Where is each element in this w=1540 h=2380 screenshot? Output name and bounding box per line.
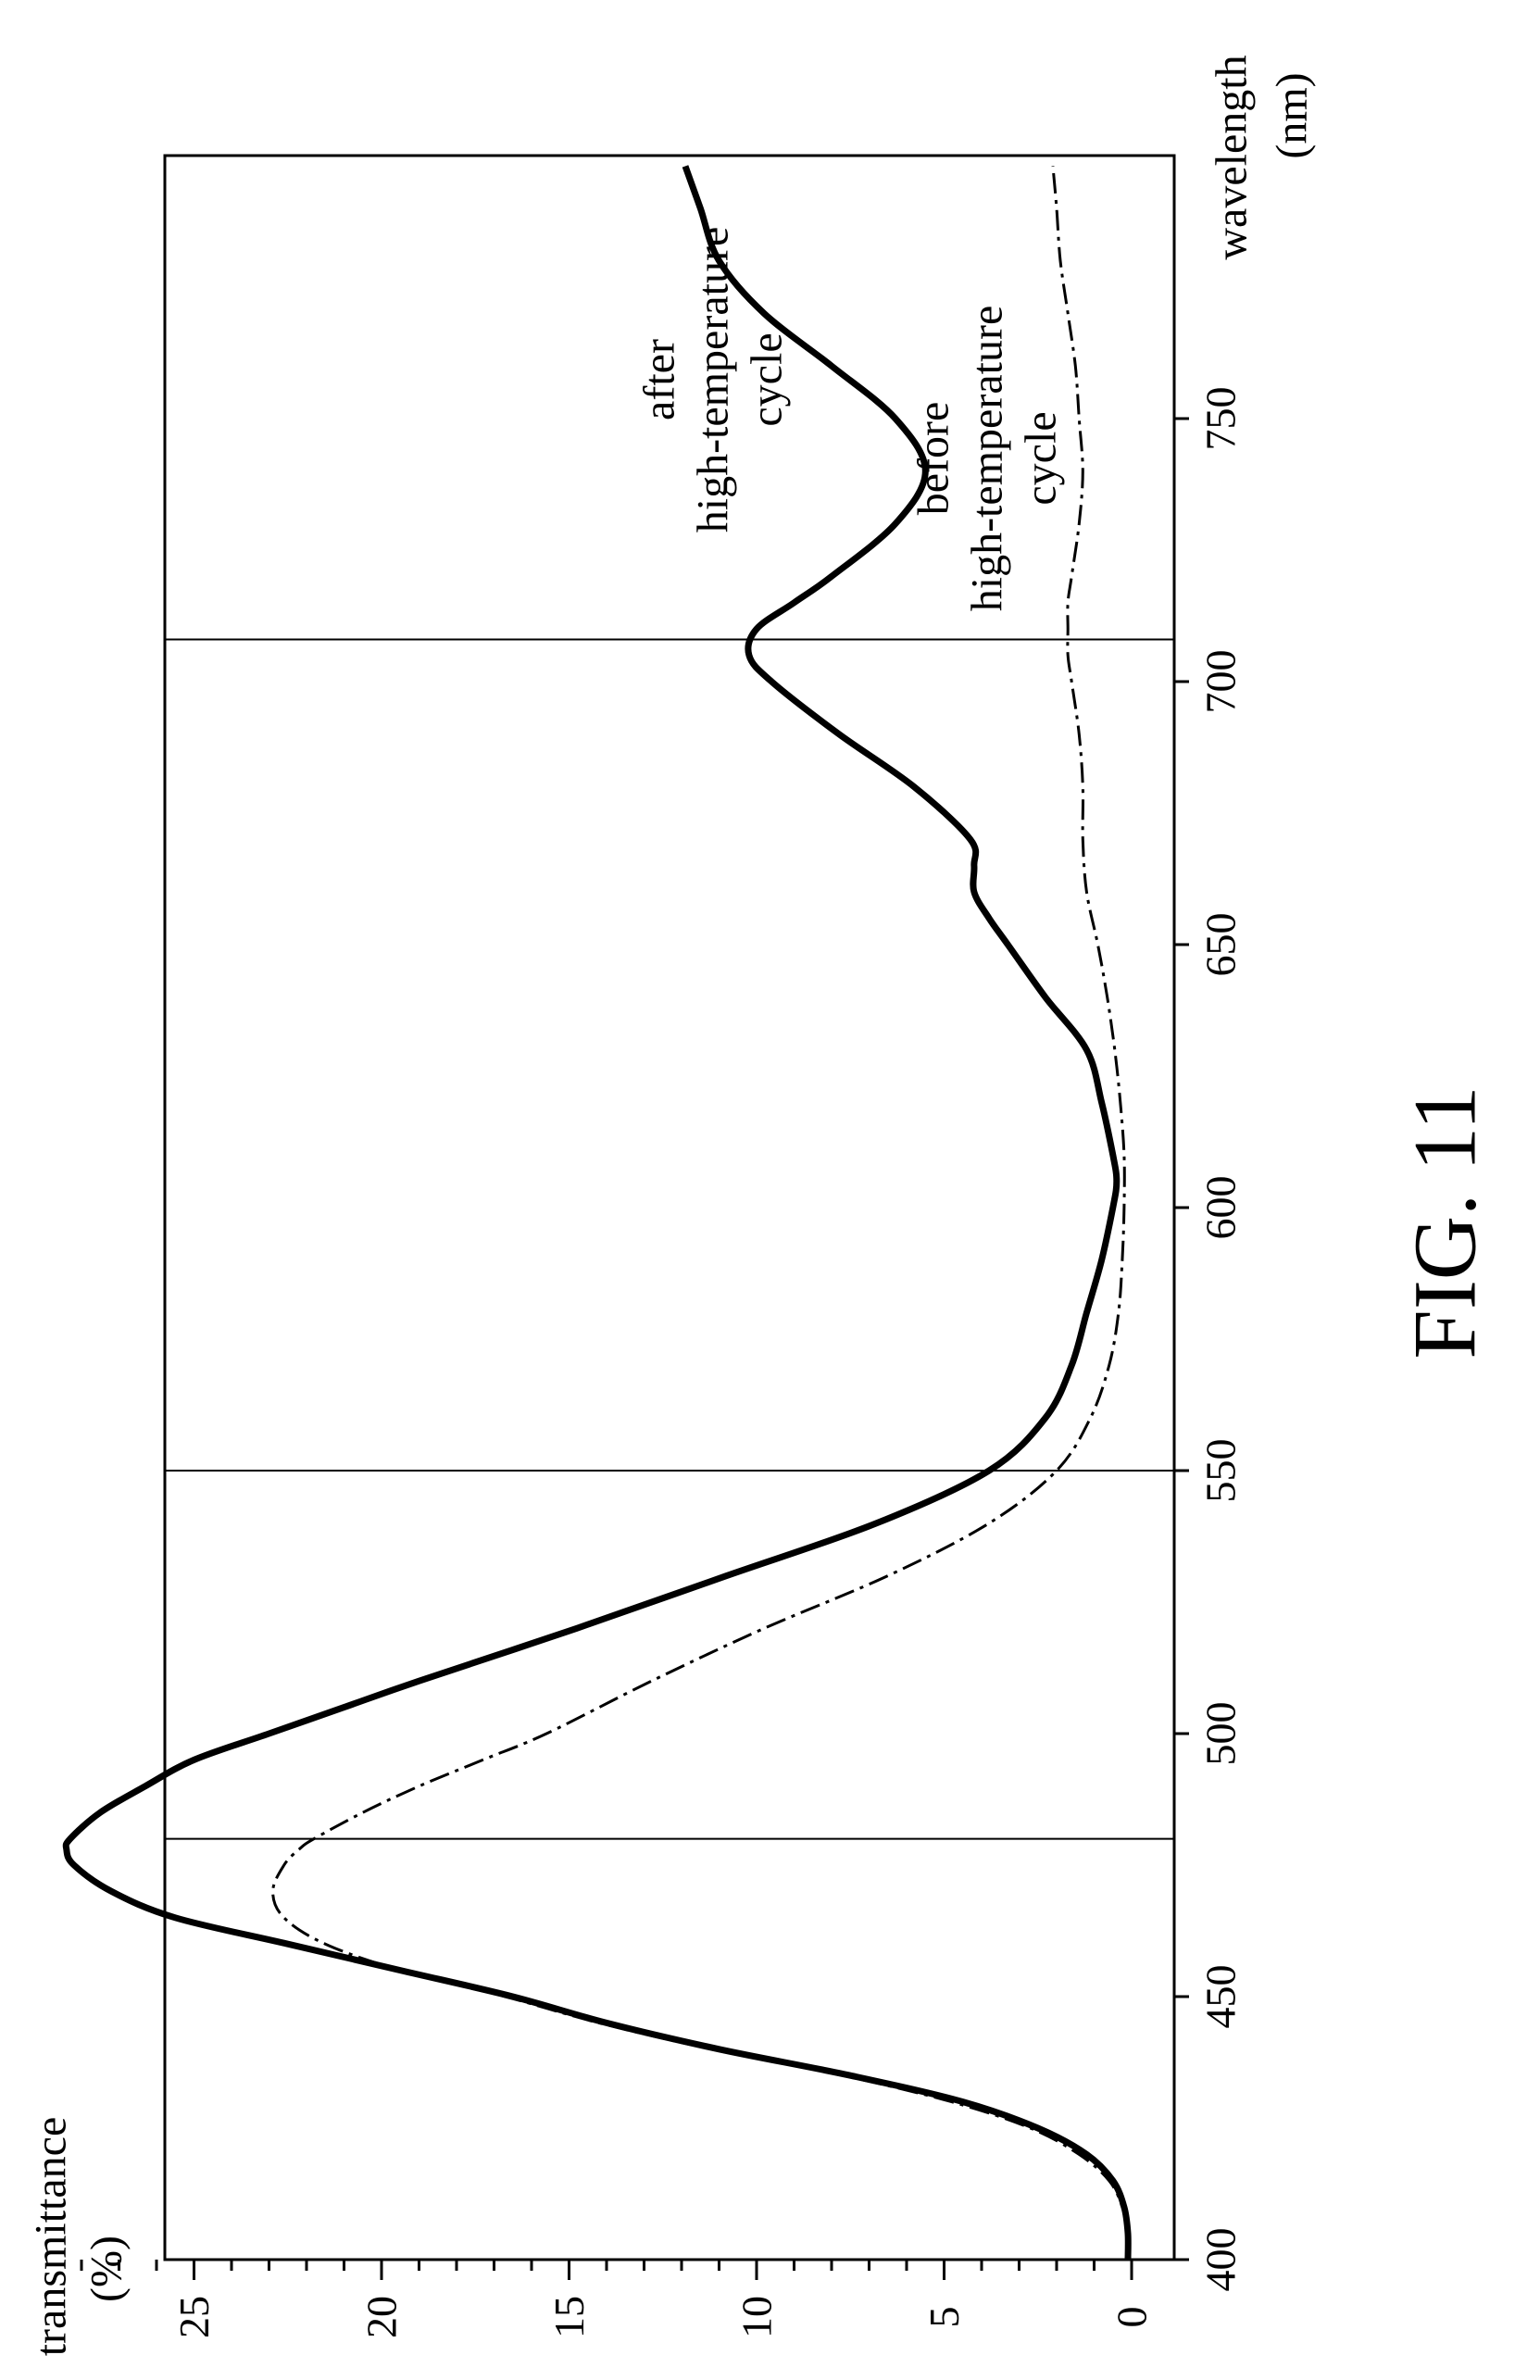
series-label-after-line-3: cycle — [743, 332, 792, 426]
y-tick-label-0: 0 — [1108, 2307, 1156, 2328]
y-tick-label-20: 20 — [358, 2296, 406, 2338]
figure-caption: FIG. 11 — [1396, 1085, 1495, 1359]
series-label-after-line-1: after — [635, 339, 684, 420]
x-axis-ticks: 400 450 500 550 600 650 700 750 — [1174, 387, 1245, 2292]
x-tick-label-750: 750 — [1197, 387, 1245, 451]
y-tick-label-25: 25 — [170, 2296, 218, 2338]
x-tick-label-450: 450 — [1197, 1965, 1245, 2029]
spectrum-chart: 400 450 500 550 600 650 700 750 0 5 10 15 20 25 wave… — [27, 55, 1317, 2356]
y-axis-title-line-1: transmittance — [27, 2117, 76, 2357]
x-axis-title-line-2: (nm) — [1268, 72, 1317, 158]
y-tick-label-15: 15 — [545, 2296, 593, 2338]
y-axis-title-line-2: (%) — [82, 2236, 131, 2302]
x-tick-label-650: 650 — [1197, 913, 1245, 977]
x-tick-label-550: 550 — [1197, 1439, 1245, 1503]
x-tick-label-600: 600 — [1197, 1176, 1245, 1240]
series-label-before-line-1: before — [909, 402, 958, 516]
x-tick-label-400: 400 — [1197, 2228, 1245, 2292]
y-tick-label-10: 10 — [733, 2296, 781, 2338]
y-tick-label-5: 5 — [920, 2307, 968, 2328]
series-before-line — [271, 166, 1130, 2261]
series-after-line — [62, 165, 1132, 2261]
series-label-before-line-3: cycle — [1017, 411, 1066, 505]
series-label-before-line-2: high-temperature — [963, 306, 1012, 612]
x-tick-label-500: 500 — [1197, 1702, 1245, 1766]
x-tick-label-700: 700 — [1197, 650, 1245, 714]
series-label-after-line-2: high-temperature — [689, 227, 738, 533]
y-axis-ticks: 0 5 10 15 20 25 — [80, 2260, 1156, 2338]
reference-lines — [165, 638, 1174, 1840]
x-axis-title-line-1: wavelength — [1208, 55, 1257, 259]
series-layer — [62, 165, 1132, 2261]
